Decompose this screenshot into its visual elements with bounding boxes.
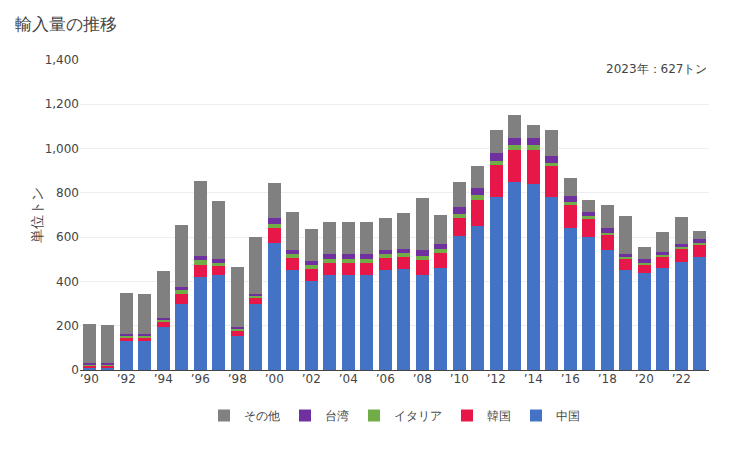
svg-text:イタリア: イタリア — [394, 409, 442, 423]
svg-text:’10: ’10 — [450, 372, 469, 386]
svg-text:’92: ’92 — [117, 372, 136, 386]
svg-text:その他: その他 — [244, 409, 280, 423]
svg-text:1,000: 1,000 — [45, 142, 79, 156]
svg-text:’08: ’08 — [413, 372, 432, 386]
svg-text:’06: ’06 — [376, 372, 395, 386]
svg-text:400: 400 — [56, 275, 79, 289]
svg-text:’90: ’90 — [80, 372, 99, 386]
svg-text:韓国: 韓国 — [487, 409, 511, 423]
svg-text:1,200: 1,200 — [45, 97, 79, 111]
svg-text:’18: ’18 — [598, 372, 617, 386]
svg-text:’98: ’98 — [228, 372, 247, 386]
svg-text:’12: ’12 — [487, 372, 506, 386]
svg-text:1,400: 1,400 — [45, 53, 79, 67]
svg-text:’00: ’00 — [265, 372, 284, 386]
svg-text:’16: ’16 — [561, 372, 580, 386]
svg-text:輸入量の推移: 輸入量の推移 — [15, 14, 117, 34]
svg-text:’02: ’02 — [302, 372, 321, 386]
svg-text:’04: ’04 — [339, 372, 358, 386]
svg-text:台湾: 台湾 — [325, 409, 349, 423]
svg-text:単位トン: 単位トン — [29, 187, 45, 243]
svg-text:600: 600 — [56, 230, 79, 244]
svg-text:’20: ’20 — [635, 372, 654, 386]
svg-text:’96: ’96 — [191, 372, 210, 386]
svg-text:800: 800 — [56, 186, 79, 200]
svg-text:’94: ’94 — [154, 372, 173, 386]
svg-text:中国: 中国 — [556, 409, 580, 423]
svg-text:0: 0 — [71, 363, 79, 377]
svg-text:2023年：627トン: 2023年：627トン — [606, 62, 707, 76]
svg-text:’14: ’14 — [524, 372, 543, 386]
svg-text:200: 200 — [56, 319, 79, 333]
svg-text:’22: ’22 — [672, 372, 691, 386]
